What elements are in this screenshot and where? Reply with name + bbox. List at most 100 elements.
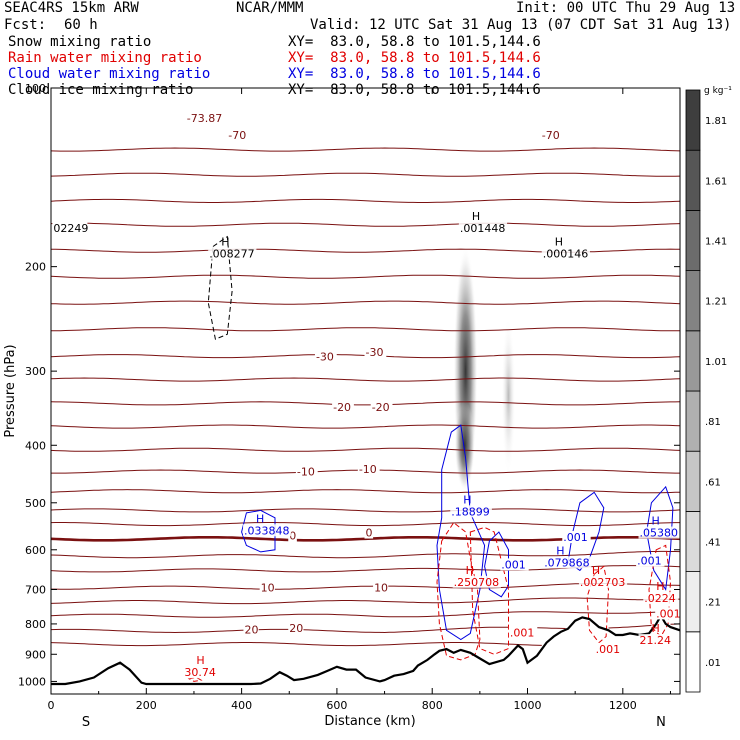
y-tick-label-top: 100: [25, 82, 46, 95]
field-name-snow: Snow mixing ratio: [8, 34, 152, 50]
rain-label-h: H: [592, 564, 600, 577]
colorbar-unit: g kg⁻¹: [704, 86, 732, 96]
isotherm-line: [51, 508, 680, 513]
cloud-water-label-h: H: [651, 515, 659, 528]
colorbar-level-label: 1.21: [705, 297, 727, 308]
isotherm-line: [51, 172, 680, 177]
isotherm-label-value: -20: [372, 401, 390, 414]
rain-label: .001: [594, 642, 624, 656]
isotherm-line: [51, 623, 680, 634]
isotherm-label-value: -10: [359, 463, 377, 476]
isotherm-label-value: 10: [261, 581, 275, 594]
isotherm-label-value: 0: [366, 527, 373, 540]
cloud-water-label-value: .001: [637, 554, 662, 567]
isotherm-label: -20: [332, 400, 354, 414]
cloud-ice-label: H30.74: [183, 654, 219, 679]
isotherm-label-value: 20: [289, 622, 303, 635]
x-tick-label: 600: [326, 699, 347, 712]
cloud-ice-label: H.001448: [458, 210, 508, 235]
rain-label-h: H: [651, 622, 659, 635]
fcst-value: 60 h: [64, 17, 98, 33]
cloud-ice-label-h: H: [555, 235, 563, 248]
cloud-water-label: .001: [636, 554, 665, 567]
x-tick-label: 800: [422, 699, 443, 712]
isotherm-label: 10: [373, 581, 389, 594]
cloud-water-label-value: .18899: [451, 505, 490, 518]
colorbar-swatch: [685, 631, 701, 693]
isotherm-label: 10: [259, 581, 275, 594]
rain-label-value: .001: [596, 643, 621, 656]
colorbar-level-label: 1.01: [705, 357, 727, 368]
rain-label: H.250708: [452, 564, 501, 589]
cloud-water-label-h: H: [256, 512, 264, 525]
cloud-ice-label-value: 02249: [53, 222, 88, 235]
colorbar-level-label: .81: [705, 417, 721, 428]
isotherm-line: [51, 424, 680, 429]
isotherm-label: -10: [295, 465, 318, 479]
isotherm-label-value: -20: [333, 401, 351, 414]
y-tick-label: 1000: [18, 675, 46, 688]
isotherm-line: [51, 300, 680, 305]
isotherm-line: [51, 642, 542, 647]
field-name-cloud-ice: Cloud ice mixing ratio: [8, 82, 194, 98]
field-xy-cloud-ice: XY= 83.0, 58.8 to 101.5,144.6: [288, 82, 541, 98]
isotherm-line: [51, 610, 680, 618]
y-tick-label: 200: [25, 261, 46, 274]
isotherm-label: -70: [227, 129, 250, 142]
y-axis-title: Pressure (hPa): [3, 344, 18, 437]
y-tick-label: 400: [25, 439, 46, 452]
isotherm-label-value: 0: [289, 530, 296, 543]
cloud-ice-core: [454, 400, 475, 491]
cloud-ice-label-value: .008277: [209, 247, 255, 260]
colorbar-swatch: [685, 390, 701, 452]
isotherm-label: -10: [357, 462, 380, 476]
cloud-water-label-value: .001: [563, 531, 588, 544]
plot-frame: [50, 87, 681, 695]
isotherm-line: [51, 327, 680, 332]
colorbar-swatch: [685, 209, 701, 271]
cloud-water-label: H.18899: [450, 493, 492, 518]
org-label: NCAR/MMM: [236, 0, 304, 16]
rain-contour: [469, 526, 509, 655]
isotherm-label: 20: [288, 621, 304, 635]
cloud-water-contour: [436, 424, 486, 641]
isotherm-label: -30: [314, 350, 337, 364]
cloud-ice-label: 02249: [52, 222, 88, 235]
rain-label-h: H: [656, 580, 664, 593]
isotherm-label-value: -30: [366, 346, 384, 359]
isotherm-line: [51, 550, 680, 559]
isotherm-line: [51, 522, 680, 527]
init-time: Init: 00 UTC Thu 29 Aug 13: [516, 0, 736, 16]
isotherm-line: [51, 489, 680, 494]
colorbar-swatch: [685, 450, 701, 512]
colorbar-level-label: 1.81: [705, 116, 727, 127]
colorbar-level-label: .01: [705, 658, 721, 669]
rain-label: .001: [655, 607, 681, 620]
cloud-water-label-value: .033848: [244, 524, 290, 537]
rain-label-value: .001: [656, 607, 681, 620]
cloud-water-label: .001: [562, 531, 591, 544]
colorbar-swatch: [685, 149, 701, 211]
colorbar-level-label: 1.61: [705, 176, 727, 187]
isotherm-label-value: -70: [542, 129, 560, 142]
cloud-ice-label: H.008277: [208, 235, 257, 260]
isotherm-line: [51, 274, 680, 279]
rain-label-h: H: [466, 564, 474, 577]
cloud-water-label-value: .05380: [639, 527, 678, 540]
y-tick-label: 300: [25, 365, 46, 378]
cloud-water-contour: [484, 531, 509, 598]
cloud-ice-label-h: H: [221, 235, 229, 248]
isotherm-line: [51, 377, 680, 382]
x-tick-label: 1200: [609, 699, 637, 712]
colorbar-swatch: [685, 510, 701, 572]
colorbar-level-label: .21: [705, 598, 721, 609]
isotherm-line: [51, 401, 680, 406]
isotherm-label-value: 10: [374, 581, 388, 594]
rain-label-value: .002703: [580, 576, 626, 589]
cloud-ice-label: H.000146: [541, 235, 590, 260]
rain-contour: [586, 565, 610, 644]
cloud-ice-label-value: 30.74: [184, 666, 216, 679]
cloud-ice-label-h: H: [472, 210, 480, 223]
colorbar-level-label: 1.41: [705, 237, 727, 248]
